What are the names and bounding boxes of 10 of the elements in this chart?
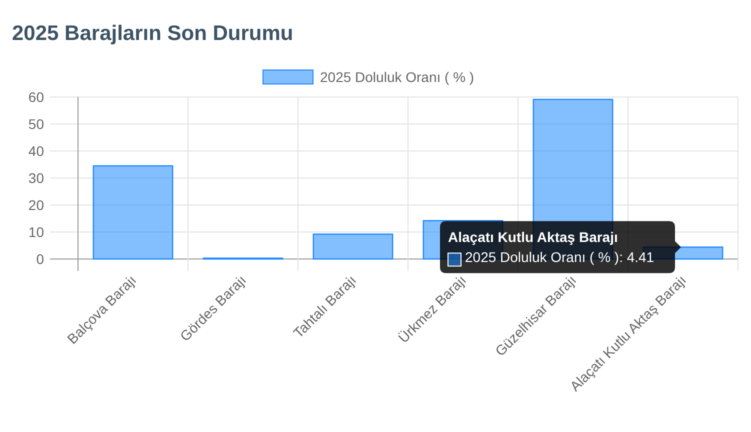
y-tick-label: 50 — [28, 116, 44, 132]
y-tick-label: 10 — [28, 224, 44, 240]
y-tick-label: 30 — [28, 170, 44, 186]
y-tick-label: 0 — [36, 251, 44, 267]
annotation: Alaçatı Kutlu Aktaş Barajı 2025 Doluluk Oranı ( % ): 4.41 — [448, 229, 654, 266]
y-tick-label: 20 — [28, 197, 44, 213]
legend-label: 2025 Doluluk Oranı ( % ) — [320, 69, 474, 85]
y-tick-label: 40 — [28, 143, 44, 159]
chart-title: 2025 Barajların Son Durumu — [12, 22, 294, 45]
y-tick-label: 60 — [28, 89, 44, 105]
